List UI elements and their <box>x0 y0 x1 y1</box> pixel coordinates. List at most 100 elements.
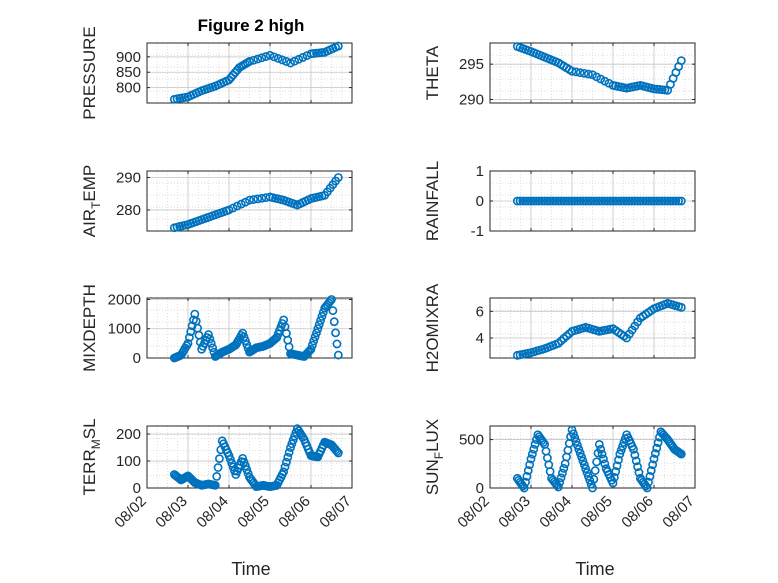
data-point <box>584 69 593 79</box>
data-point <box>312 328 321 338</box>
data-point <box>238 328 248 338</box>
data-point <box>556 196 566 206</box>
data-point <box>585 475 595 485</box>
data-point <box>668 196 678 206</box>
data-point <box>618 441 627 451</box>
data-point <box>286 58 295 68</box>
data-point <box>253 54 263 64</box>
data-point <box>608 478 618 488</box>
data-point <box>525 460 535 470</box>
data-point <box>532 196 541 206</box>
y-tick-label: 0 <box>476 480 484 497</box>
data-point <box>240 197 250 207</box>
data-point <box>619 196 629 206</box>
data-point <box>284 448 294 457</box>
data-point <box>567 66 577 76</box>
axes-box <box>489 42 696 104</box>
data-point <box>676 302 686 312</box>
data-point <box>280 462 290 472</box>
y-tick-label: 2000 <box>108 291 141 308</box>
data-point <box>575 448 585 458</box>
data-point <box>597 196 607 206</box>
data-point <box>290 56 299 66</box>
data-point <box>588 483 597 493</box>
data-point <box>615 449 625 459</box>
data-point <box>332 339 342 349</box>
data-point <box>634 468 644 477</box>
data-point <box>590 466 600 475</box>
data-point <box>245 57 254 66</box>
y-tick-label: 850 <box>116 64 141 81</box>
data-point <box>333 41 343 51</box>
data-point <box>594 440 604 449</box>
y-axis-label: SUNFLUX <box>423 419 446 495</box>
data-point <box>521 196 530 206</box>
data-point <box>515 196 525 206</box>
data-point <box>522 471 532 481</box>
y-tick-label: 500 <box>459 432 484 449</box>
data-point <box>273 53 283 63</box>
data-point <box>521 477 530 487</box>
data-point <box>609 472 619 482</box>
data-point <box>570 433 580 443</box>
data-point <box>584 196 593 206</box>
data-point <box>239 332 249 342</box>
y-tick-label: 200 <box>116 426 141 443</box>
data-point <box>298 53 308 62</box>
data-point <box>570 196 580 206</box>
y-tick-label: 800 <box>116 80 141 97</box>
data-point <box>666 196 675 206</box>
data-point <box>575 68 585 78</box>
data-point <box>571 437 581 446</box>
data-point <box>586 196 596 206</box>
subplot-air-temp: 280 290 AIRTEMP <box>80 165 353 237</box>
data-point <box>316 316 325 325</box>
subplot-mixdepth: 0 1000 2000 MIXDEPTH <box>80 284 353 372</box>
data-point <box>529 444 539 454</box>
y-tick-label: -1 <box>471 223 484 240</box>
data-point <box>642 483 652 493</box>
marker-series <box>512 425 686 493</box>
data-point <box>543 196 552 206</box>
data-point <box>582 468 592 477</box>
data-point <box>676 449 686 459</box>
data-point <box>307 340 317 350</box>
data-point <box>538 438 548 447</box>
y-axis-label-part: EMP <box>80 165 99 202</box>
data-point <box>608 196 618 206</box>
data-point <box>551 196 560 206</box>
data-point <box>644 477 653 487</box>
data-point <box>631 456 641 466</box>
data-point <box>594 196 604 206</box>
data-point <box>596 444 606 454</box>
data-point <box>579 460 589 470</box>
data-point <box>257 53 267 63</box>
data-point <box>589 196 599 206</box>
data-point <box>589 474 599 484</box>
data-point <box>553 482 563 492</box>
data-point <box>558 468 567 478</box>
data-point <box>283 452 293 462</box>
data-point <box>555 477 565 487</box>
data-point <box>249 55 258 65</box>
data-point <box>629 444 638 454</box>
marker-series <box>512 196 686 206</box>
data-point <box>573 440 582 450</box>
y-tick-label: 290 <box>459 91 484 108</box>
data-point <box>333 350 343 360</box>
data-point <box>592 196 601 206</box>
y-axis-label-subscript: F <box>432 452 446 459</box>
data-point <box>281 57 291 66</box>
y-axis-label: MIXDEPTH <box>80 284 99 372</box>
data-point <box>614 196 623 206</box>
data-point <box>333 173 343 182</box>
data-point <box>314 320 324 330</box>
data-point <box>649 196 659 206</box>
data-point <box>309 336 319 346</box>
data-point <box>648 460 658 470</box>
data-point <box>212 472 222 481</box>
data-point <box>676 196 686 206</box>
data-point <box>564 196 574 206</box>
data-point <box>559 464 569 473</box>
data-point <box>599 454 608 464</box>
